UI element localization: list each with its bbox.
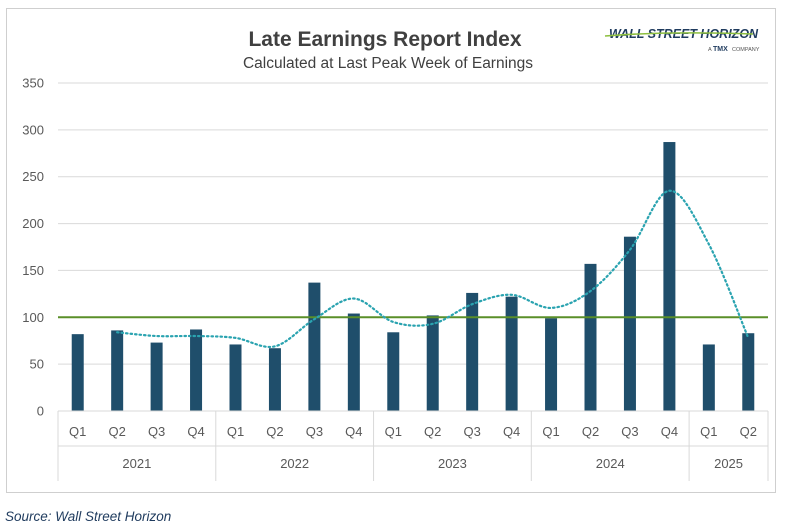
chart-title: Late Earnings Report Index — [248, 28, 521, 51]
bar — [545, 318, 558, 411]
chart-frame: Late Earnings Report Index Calculated at… — [6, 8, 776, 493]
x-tick-label: Q1 — [69, 424, 86, 439]
trendline-layer — [116, 189, 750, 349]
x-tick-label: Q4 — [345, 424, 362, 439]
logo-horizon-swoosh — [604, 32, 754, 37]
year-group-label: 2021 — [122, 456, 151, 471]
bar — [111, 330, 124, 411]
y-tick-label: 50 — [30, 357, 44, 372]
bar — [505, 296, 518, 411]
wall-street-horizon-logo: WALL STREET HORIZON A TMX COMPANY — [604, 27, 760, 53]
bar — [71, 334, 84, 411]
x-tick-label: Q3 — [148, 424, 165, 439]
x-tick-label: Q3 — [306, 424, 323, 439]
x-tick-label: Q2 — [108, 424, 125, 439]
y-tick-label: 300 — [22, 122, 44, 137]
bars — [71, 142, 755, 412]
y-tick-label: 100 — [22, 310, 44, 325]
bar — [466, 292, 479, 411]
x-tick-label: Q2 — [266, 424, 283, 439]
year-group-label: 2022 — [280, 456, 309, 471]
y-tick-label: 150 — [22, 263, 44, 278]
year-group-label: 2025 — [714, 456, 743, 471]
bar — [584, 263, 597, 411]
x-tick-label: Q3 — [621, 424, 638, 439]
x-tick-label: Q2 — [424, 424, 441, 439]
x-tick-label: Q1 — [542, 424, 559, 439]
x-tick-label: Q1 — [385, 424, 402, 439]
x-axis: Q1 Q2 Q3 Q4 Q1 Q2 Q3 Q4 Q1 Q2 Q3 Q4 Q1 Q2 Q3 Q4 Q1 Q2 2021… — [57, 410, 769, 481]
y-tick-label: 0 — [37, 404, 44, 419]
bar — [623, 236, 636, 411]
bar — [742, 333, 755, 411]
logo-company-mark: TMX — [713, 46, 728, 53]
bar — [663, 142, 676, 412]
bar — [150, 342, 163, 411]
bar — [190, 329, 203, 411]
x-tick-label: Q1 — [700, 424, 717, 439]
x-tick-label: Q1 — [227, 424, 244, 439]
source-note: Source: Wall Street Horizon — [5, 509, 172, 524]
x-tick-label: Q4 — [503, 424, 520, 439]
bar — [387, 332, 400, 411]
trendline — [116, 189, 750, 349]
x-tick-label: Q4 — [661, 424, 678, 439]
x-tick-label: Q2 — [582, 424, 599, 439]
bar — [347, 313, 360, 411]
bar — [268, 348, 281, 411]
y-tick-label: 250 — [22, 169, 44, 184]
bar — [229, 344, 242, 411]
x-tick-label: Q2 — [740, 424, 757, 439]
chart-svg: Late Earnings Report Index Calculated at… — [22, 27, 769, 481]
logo-company-prefix: A — [708, 47, 712, 53]
y-axis-ticks: 0 50 100 150 200 250 300 350 — [22, 76, 44, 419]
chart-subtitle: Calculated at Last Peak Week of Earnings — [243, 55, 533, 72]
year-group-label: 2024 — [596, 456, 625, 471]
bar — [426, 315, 439, 411]
y-tick-label: 200 — [22, 216, 44, 231]
gridlines — [58, 82, 768, 365]
bar — [308, 282, 321, 411]
year-group-label: 2023 — [438, 456, 467, 471]
bar — [702, 344, 715, 411]
logo-company-suffix: COMPANY — [732, 47, 760, 53]
y-tick-label: 350 — [22, 76, 44, 91]
logo-name: WALL STREET HORIZON — [609, 27, 759, 41]
x-tick-label: Q4 — [187, 424, 204, 439]
x-tick-label: Q3 — [463, 424, 480, 439]
